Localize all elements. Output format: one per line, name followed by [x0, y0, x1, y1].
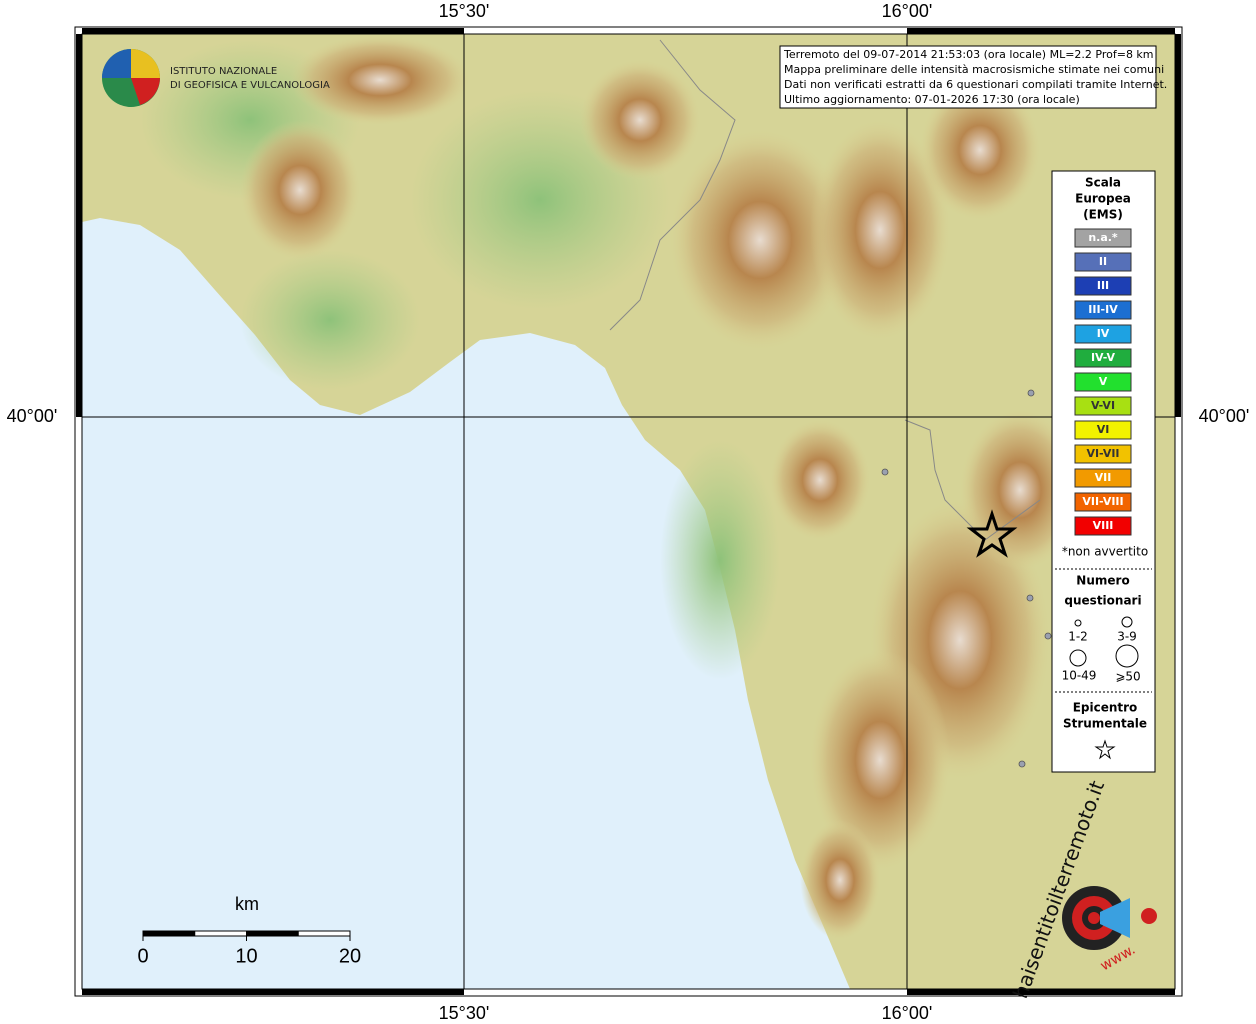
scale-segment: [297, 930, 351, 937]
legend-label: VII: [1095, 471, 1112, 484]
count-title: Numero: [1076, 574, 1129, 588]
lat-label: 40°00': [7, 406, 58, 426]
legend-swatch: [1074, 420, 1132, 440]
reports: [881, 389, 1052, 768]
lon-label: 16°00': [882, 1, 933, 21]
legend-label: III-IV: [1088, 303, 1118, 316]
ingv-logo: ISTITUTO NAZIONALE DI GEOFISICA E VULCAN…: [102, 49, 330, 107]
legend-swatch: [1074, 396, 1132, 416]
logo-text: DI GEOFISICA E VULCANOLOGIA: [170, 80, 330, 91]
info-line: Ultimo aggiornamento: 07-01-2026 17:30 (…: [784, 93, 1080, 106]
terrain: [82, 34, 1175, 989]
legend-label: VI: [1097, 423, 1110, 436]
legend-swatch: [1074, 252, 1132, 272]
legend-label: VI-VII: [1086, 447, 1119, 460]
info-line: Mappa preliminare delle intensità macros…: [784, 63, 1164, 76]
lon-label: 16°00': [882, 1003, 933, 1023]
relief: [140, 35, 1080, 940]
lon-label: 15°30': [439, 1003, 490, 1023]
count-class: 1-2: [1068, 630, 1088, 644]
legend-swatch: [1074, 228, 1132, 248]
border: [609, 39, 736, 331]
scale-segment: [246, 930, 299, 937]
legend-swatch: [1074, 372, 1132, 392]
legend-label: V: [1099, 375, 1108, 388]
epicenter: [966, 509, 1018, 558]
legend-label: IV: [1097, 327, 1110, 340]
epicenter-title: Epicentro: [1073, 701, 1138, 715]
count-class: ⩾50: [1115, 670, 1140, 684]
legend-swatch: [1074, 324, 1132, 344]
frame: [74, 26, 1183, 997]
scale-label: 20: [339, 945, 361, 967]
legend-title: Scala: [1085, 176, 1121, 190]
legend-label: n.a.*: [1088, 231, 1118, 244]
logo-text: ISTITUTO NAZIONALE: [170, 66, 277, 77]
border: [904, 419, 1041, 541]
scale-unit: km: [235, 894, 259, 914]
info-box: Terremoto del 09-07-2014 21:53:03 (ora l…: [779, 45, 1167, 109]
scale-segment: [194, 930, 247, 937]
legend-swatch: [1074, 300, 1132, 320]
scale-label: 0: [137, 945, 148, 967]
legend-label: VII-VIII: [1082, 495, 1123, 508]
epicenter-title: Strumentale: [1063, 717, 1147, 731]
legend-title: (EMS): [1083, 208, 1123, 222]
legend-swatch: [1074, 492, 1132, 512]
legend-swatch: [1074, 468, 1132, 488]
legend-swatch: [1074, 444, 1132, 464]
scale-bar: km 0 10 20: [137, 894, 361, 968]
lon-label: 15°30': [439, 1, 490, 21]
count-class: 3-9: [1117, 630, 1137, 644]
legend-swatch: [1074, 276, 1132, 296]
info-line: Dati non verificati estratti da 6 questi…: [784, 78, 1167, 91]
legend-swatch: [1074, 516, 1132, 536]
legend-title: Europea: [1075, 192, 1131, 206]
count-class: 10-49: [1062, 669, 1097, 683]
scale-label: 10: [235, 945, 257, 967]
graticule: [82, 34, 1175, 989]
legend-label: VIII: [1093, 519, 1114, 532]
count-title: questionari: [1064, 594, 1141, 608]
legend-note: *non avvertito: [1062, 545, 1148, 559]
legend: Scala Europea (EMS) *non avvertito Numer…: [1051, 170, 1156, 773]
legend-label: IV-V: [1091, 351, 1116, 364]
info-line: Terremoto del 09-07-2014 21:53:03 (ora l…: [783, 48, 1154, 61]
graticule-labels: 15°30' 16°00' 15°30' 16°00' 40°00' 40°00…: [7, 1, 1250, 1023]
lat-label: 40°00': [1199, 406, 1250, 426]
scale-segment: [142, 930, 196, 937]
legend-label: II: [1099, 255, 1107, 268]
legend-label: III: [1097, 279, 1109, 292]
legend-swatch: [1074, 348, 1132, 368]
legend-label: V-VI: [1091, 399, 1115, 412]
